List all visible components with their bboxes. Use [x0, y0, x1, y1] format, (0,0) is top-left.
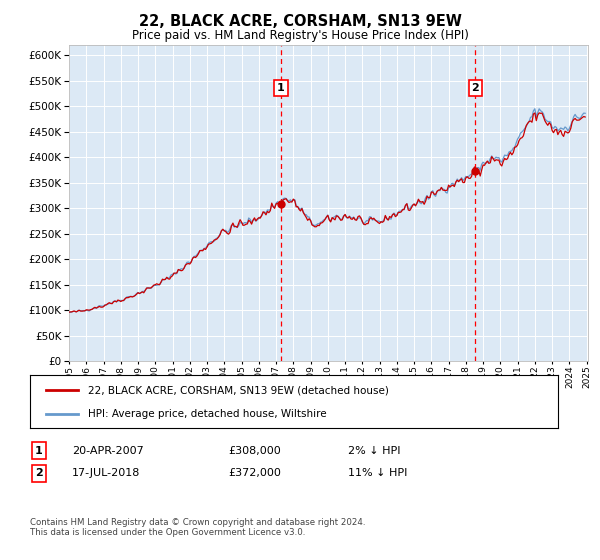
Text: 17-JUL-2018: 17-JUL-2018 — [72, 468, 140, 478]
Text: 11% ↓ HPI: 11% ↓ HPI — [348, 468, 407, 478]
Text: £308,000: £308,000 — [228, 446, 281, 456]
Text: Price paid vs. HM Land Registry's House Price Index (HPI): Price paid vs. HM Land Registry's House … — [131, 29, 469, 42]
Text: HPI: Average price, detached house, Wiltshire: HPI: Average price, detached house, Wilt… — [88, 408, 327, 418]
Text: Contains HM Land Registry data © Crown copyright and database right 2024.
This d: Contains HM Land Registry data © Crown c… — [30, 518, 365, 538]
Text: 1: 1 — [35, 446, 43, 456]
Text: 22, BLACK ACRE, CORSHAM, SN13 9EW: 22, BLACK ACRE, CORSHAM, SN13 9EW — [139, 14, 461, 29]
Text: £372,000: £372,000 — [228, 468, 281, 478]
Text: 22, BLACK ACRE, CORSHAM, SN13 9EW (detached house): 22, BLACK ACRE, CORSHAM, SN13 9EW (detac… — [88, 385, 389, 395]
Text: 2: 2 — [35, 468, 43, 478]
Text: 1: 1 — [277, 83, 285, 93]
Text: 2: 2 — [471, 83, 479, 93]
Text: 20-APR-2007: 20-APR-2007 — [72, 446, 144, 456]
Text: 2% ↓ HPI: 2% ↓ HPI — [348, 446, 401, 456]
